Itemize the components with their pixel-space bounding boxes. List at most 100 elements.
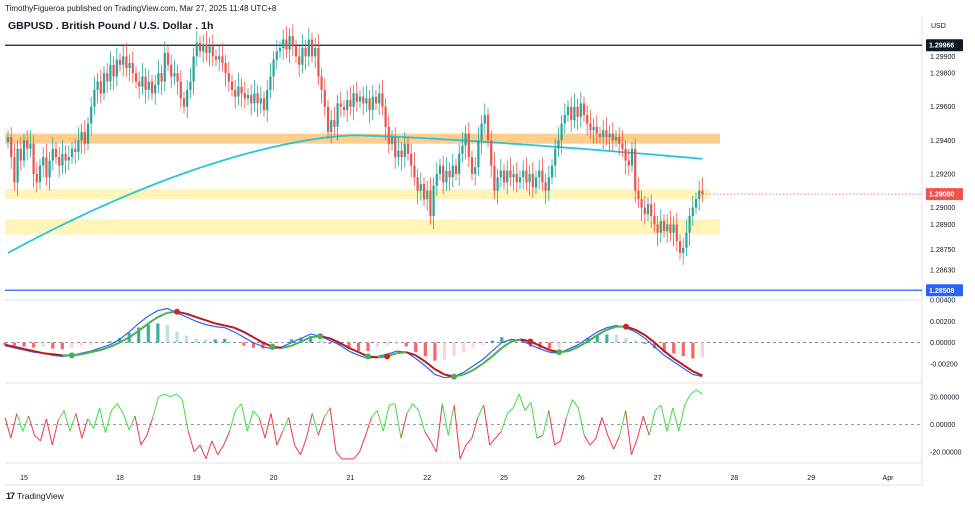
cross-marker[interactable] (269, 343, 276, 350)
cross-marker[interactable] (173, 308, 180, 315)
candle-body (368, 98, 371, 111)
cross-marker[interactable] (622, 323, 629, 330)
signal-line-segment (482, 355, 493, 365)
candle-body (589, 123, 592, 131)
price-tick-label: 1.29000 (930, 205, 955, 212)
oscillator-segment (140, 435, 148, 446)
blue-line-tag-bg (926, 284, 963, 297)
macd-histogram-bar (165, 324, 170, 343)
oscillator-segment (495, 430, 502, 439)
candle-body (266, 89, 269, 111)
oscillator-segment (424, 431, 431, 442)
oscillator-segment (542, 410, 550, 436)
candle-body (576, 106, 579, 117)
candle-body (307, 39, 310, 57)
candle-body (554, 148, 557, 166)
oscillator-segment (81, 418, 89, 439)
zone-yellow[interactable] (5, 189, 710, 200)
oscillator-segment (134, 416, 142, 446)
cross-marker[interactable] (384, 353, 391, 360)
oscillator-segment (199, 444, 207, 460)
signal-line-segment (205, 319, 216, 325)
black-line-tag-bg (926, 39, 963, 52)
candle-body (256, 93, 259, 104)
candle-body (509, 170, 512, 178)
candle-body (582, 103, 586, 116)
candle-body (6, 136, 10, 143)
macd-histogram-bar (414, 342, 418, 353)
candle-body (512, 173, 515, 178)
cross-marker[interactable] (451, 373, 458, 380)
oscillator-segment (524, 402, 532, 411)
oscillator-segment (382, 404, 390, 432)
cross-marker[interactable] (317, 333, 324, 340)
candle-body (547, 177, 550, 191)
oscillator-segment (684, 393, 692, 406)
signal-line-segment (568, 345, 579, 352)
candle-body (208, 46, 211, 53)
candle-body (592, 126, 595, 131)
oscillator-segment (642, 415, 650, 436)
macd-histogram-bar (299, 337, 303, 343)
macd-tick-label: 0.00000 (930, 340, 955, 347)
macd-histogram-bar (595, 335, 599, 343)
candle-body (224, 63, 227, 74)
oscillator-segment (619, 410, 627, 436)
macd-histogram-bar (490, 340, 494, 343)
cross-marker[interactable] (556, 349, 563, 356)
signal-line-segment (4, 343, 15, 348)
zone-orange[interactable] (5, 133, 720, 144)
macd-histogram-bar (290, 339, 294, 343)
oscillator-segment (10, 413, 18, 439)
oscillator-segment (607, 435, 615, 450)
candle-body (141, 76, 144, 87)
candle-body (86, 123, 90, 144)
candle-body (614, 136, 618, 141)
signal-line-segment (186, 312, 197, 318)
candle-body (618, 136, 621, 144)
macd-histogram-bar (653, 342, 657, 349)
signal-line-segment (224, 324, 235, 329)
macd-histogram-bar (328, 342, 332, 344)
macd-histogram-bar (433, 342, 437, 361)
candle-body (10, 136, 13, 158)
candle-body (32, 143, 35, 174)
macd-histogram-bar (614, 334, 619, 343)
candle-body (358, 96, 362, 102)
oscillator-segment (577, 407, 585, 436)
signal-line-segment (100, 345, 111, 351)
signal-line-segment (281, 344, 292, 349)
candle-body (253, 93, 256, 104)
macd-histogram-bar (261, 342, 265, 349)
oscillator-segment (365, 417, 372, 436)
candle-body (528, 173, 531, 183)
cross-marker[interactable] (527, 338, 534, 345)
oscillator-segment (571, 399, 579, 409)
candle-body (637, 190, 640, 200)
last-price-tag-bg (926, 188, 963, 201)
candle-body (403, 143, 406, 158)
candle-body (131, 63, 134, 74)
tradingview-logo[interactable]: 17 TradingView (6, 491, 64, 501)
oscillator-segment (276, 431, 284, 446)
currency-label[interactable]: USD (931, 23, 946, 30)
price-tick-label: 1.28900 (930, 222, 955, 229)
macd-histogram-bar (700, 342, 704, 358)
candle-body (352, 93, 355, 107)
candle-body (166, 52, 170, 65)
zone-yellow[interactable] (5, 219, 720, 235)
cross-marker[interactable] (68, 352, 75, 359)
macd-histogram-bar (60, 342, 64, 350)
candle-body (205, 44, 208, 53)
candle-body (19, 148, 22, 161)
candle-body (422, 184, 426, 200)
cross-marker[interactable] (365, 353, 372, 360)
candle-body (384, 106, 387, 127)
macd-histogram-bar (681, 342, 685, 356)
candle-body (675, 224, 678, 242)
candle-body (688, 215, 691, 233)
signal-line-segment (252, 336, 264, 344)
oscillator-segment (690, 389, 697, 395)
candle-body (272, 59, 275, 77)
